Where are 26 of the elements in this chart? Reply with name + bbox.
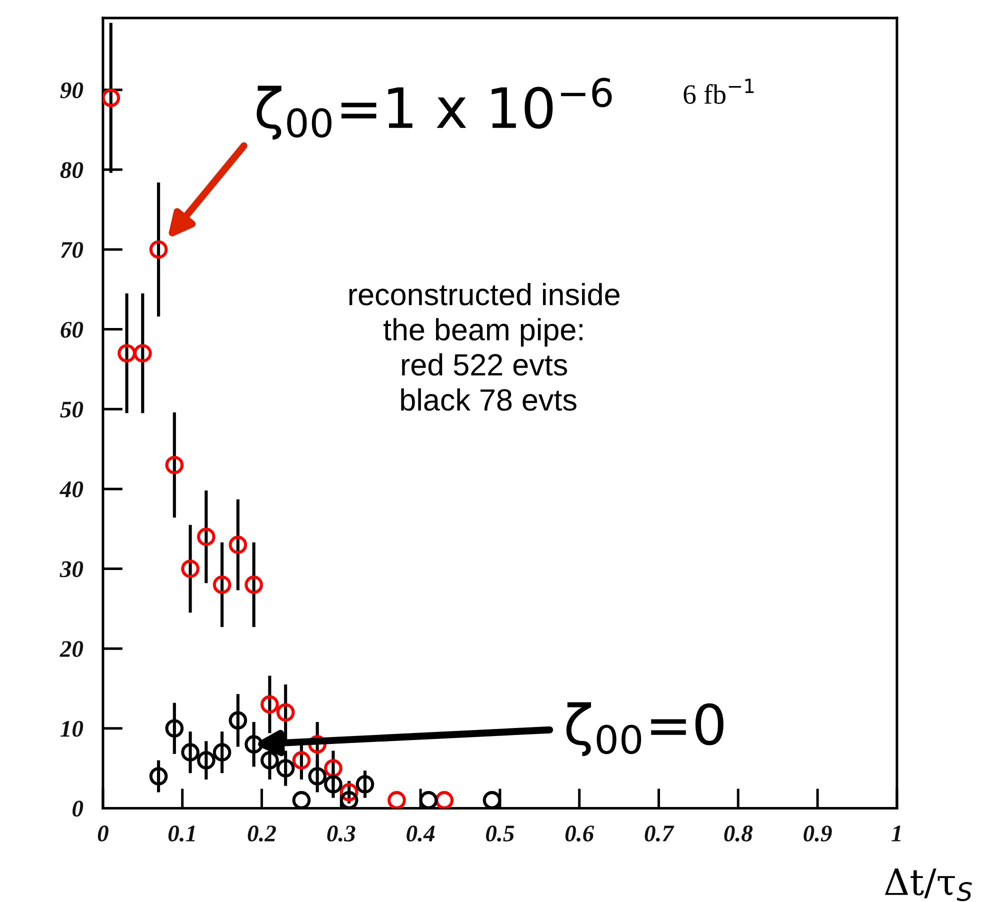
x-tick-label: 0.4: [406, 826, 435, 842]
annotation: ζ$_{00}$=0: [566, 702, 724, 756]
x-tick-label: 0.6: [565, 826, 594, 842]
y-tick-label: 0: [72, 800, 84, 817]
x-tick-label: 0.3: [327, 826, 356, 842]
x-tick-label: 0.8: [724, 826, 753, 842]
x-tick-label: 0: [98, 826, 108, 842]
y-tick-label: 60: [60, 322, 84, 338]
x-tick-label: 0.5: [486, 826, 514, 842]
y-tick-label: 10: [60, 720, 84, 737]
x-axis-title: Δt/τ$_{S}$: [884, 868, 972, 902]
y-tick-label: 20: [60, 641, 84, 657]
annotation: 6 fb$^{−1}$: [684, 78, 754, 104]
annotation: reconstructed inside the beam pipe: red 522 evts black 78 evts: [349, 282, 620, 411]
y-tick-label: 90: [60, 82, 84, 98]
x-tick-label: 0.1: [168, 826, 195, 842]
x-tick-label: 0.2: [248, 826, 276, 842]
y-tick-label: 50: [60, 402, 84, 418]
x-tick-label: 0.9: [804, 826, 832, 842]
y-tick-label: 30: [60, 561, 84, 578]
annotation: ζ$_{00}$=1 x 10$^{−6}$: [256, 78, 612, 140]
y-tick-label: 40: [60, 481, 84, 498]
x-tick-label: 0.7: [644, 826, 674, 842]
x-tick-label: 1: [892, 826, 900, 842]
y-tick-label: 70: [60, 242, 84, 258]
y-tick-label: 80: [60, 162, 84, 178]
